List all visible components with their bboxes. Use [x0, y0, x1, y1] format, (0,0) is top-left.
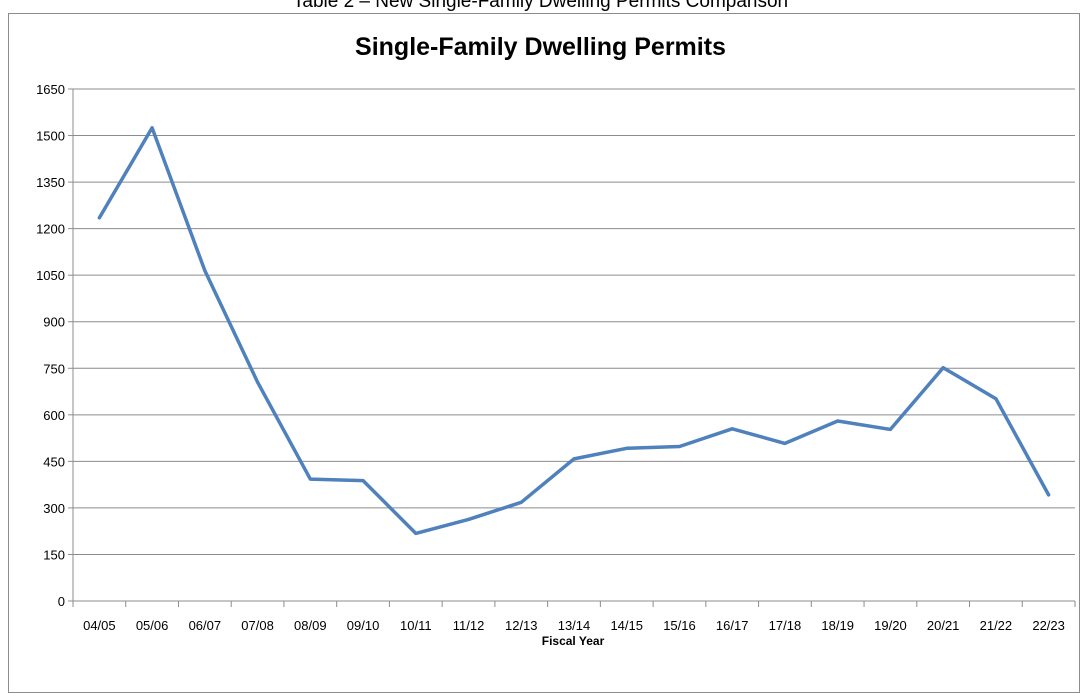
x-tick-label: 06/07 — [189, 618, 222, 633]
x-tick-label: 04/05 — [83, 618, 116, 633]
axes — [68, 88, 1076, 607]
y-tick-label: 1350 — [36, 175, 65, 190]
x-tick-label: 21/22 — [980, 618, 1013, 633]
line-chart: 015030045060075090010501200135015001650 … — [36, 82, 1076, 648]
data-point — [836, 419, 840, 423]
y-tick-label: 1650 — [36, 82, 65, 97]
x-tick-label: 08/09 — [294, 618, 327, 633]
data-point — [730, 427, 734, 431]
data-point — [467, 517, 471, 521]
y-tick-label: 1200 — [36, 222, 65, 237]
x-tick-label: 20/21 — [927, 618, 960, 633]
page-title: Table 2 – New Single-Family Dwelling Per… — [292, 0, 789, 12]
y-tick-label: 1500 — [36, 129, 65, 144]
data-point — [203, 269, 207, 273]
gridlines — [73, 88, 1075, 555]
x-tick-label: 12/13 — [505, 618, 538, 633]
data-point — [97, 216, 101, 220]
data-point — [256, 380, 260, 384]
data-point — [1047, 493, 1051, 497]
series-line — [97, 126, 1051, 536]
x-tick-label: 15/16 — [663, 618, 696, 633]
y-tick-label: 450 — [43, 454, 65, 469]
x-tick-label: 14/15 — [610, 618, 643, 633]
x-axis-label: Fiscal Year — [542, 634, 605, 648]
x-tick-label: 09/10 — [347, 618, 380, 633]
y-axis-ticks: 0 150 300 450 600 750 900 1050 1200 1350 1500 1650 — [36, 82, 65, 609]
x-tick-label: 07/08 — [241, 618, 274, 633]
data-point — [361, 479, 365, 483]
chart-title: Single-Family Dwelling Permits — [355, 33, 726, 61]
x-tick-label: 17/18 — [769, 618, 802, 633]
x-tick-label: 18/19 — [821, 618, 854, 633]
data-point — [150, 126, 154, 130]
y-tick-label: 600 — [43, 408, 65, 423]
data-point — [677, 444, 681, 448]
y-tick-label: 300 — [43, 501, 65, 516]
y-tick-label: 900 — [43, 315, 65, 330]
chart-frame — [8, 13, 1080, 693]
data-point — [519, 500, 523, 504]
data-point — [941, 366, 945, 370]
data-point — [308, 477, 312, 481]
y-tick-label: 1050 — [36, 268, 65, 283]
x-tick-label: 16/17 — [716, 618, 749, 633]
data-point — [994, 397, 998, 401]
x-tick-label: 13/14 — [558, 618, 591, 633]
x-tick-label: 05/06 — [136, 618, 169, 633]
y-tick-label: 750 — [43, 361, 65, 376]
data-point — [625, 446, 629, 450]
x-tick-label: 11/12 — [453, 618, 485, 633]
x-tick-label: 22/23 — [1032, 618, 1065, 633]
x-tick-label: 10/11 — [400, 618, 432, 633]
data-point — [783, 441, 787, 445]
data-point — [572, 457, 576, 461]
x-axis-ticks: 04/05 05/06 06/07 07/08 08/09 09/10 10/11 11/12… — [83, 618, 1065, 633]
y-tick-label: 150 — [43, 547, 65, 562]
data-point — [888, 427, 892, 431]
data-point — [414, 531, 418, 535]
x-tick-label: 19/20 — [874, 618, 907, 633]
series-group — [97, 126, 1051, 536]
y-tick-label: 0 — [58, 594, 65, 609]
